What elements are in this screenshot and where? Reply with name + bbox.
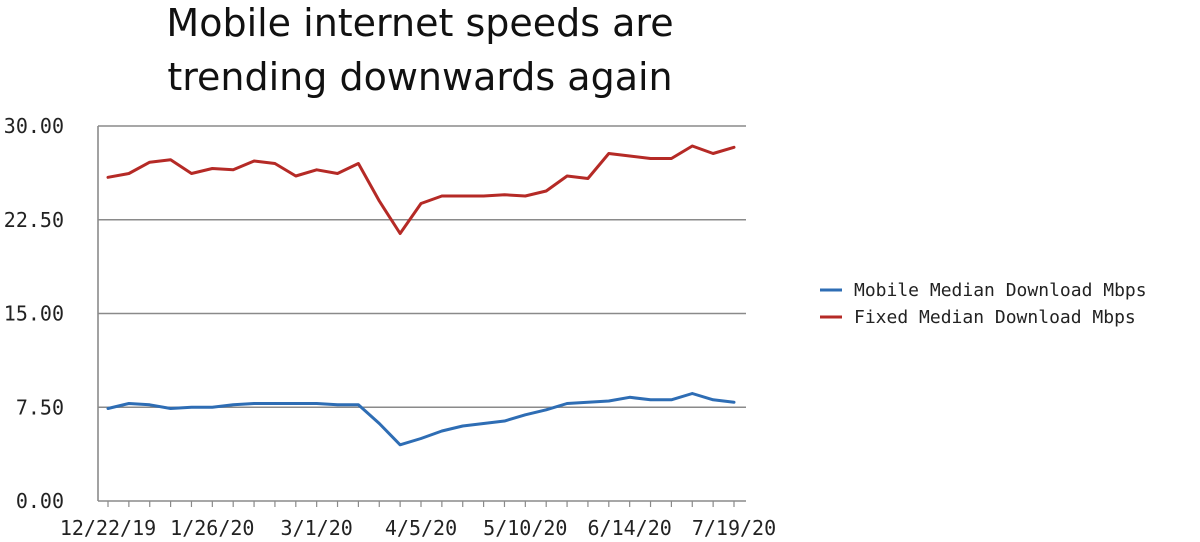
data-point: [398, 443, 402, 446]
y-tick-label: 22.50: [4, 208, 64, 232]
data-point: [670, 398, 673, 401]
series-lines: [106, 144, 736, 447]
data-point: [524, 194, 527, 198]
data-point: [232, 403, 235, 406]
data-point: [190, 172, 193, 175]
data-point: [148, 161, 151, 164]
data-point: [419, 437, 423, 440]
x-tick-label: 3/1/20: [281, 516, 353, 540]
y-axis-tick-labels: 0.00 7.50 15.00 22.50 30.00: [4, 114, 64, 513]
data-point: [378, 422, 381, 425]
legend-label: Mobile Median Download Mbps: [854, 280, 1147, 301]
data-point: [315, 402, 318, 405]
data-point: [732, 146, 736, 149]
data-point: [649, 157, 652, 160]
data-point: [357, 403, 360, 406]
legend: Mobile Median Download Mbps Fixed Median …: [820, 280, 1147, 328]
data-point: [106, 176, 110, 179]
data-point: [565, 402, 569, 405]
data-point: [461, 194, 464, 198]
data-point: [545, 408, 548, 411]
x-tick-label: 4/5/20: [385, 516, 457, 540]
x-axis-tick-labels: 12/22/19 1/26/20 3/1/20 4/5/20 5/10/20 6/14/2…: [60, 516, 776, 540]
data-point: [586, 401, 590, 404]
data-point: [106, 407, 110, 410]
data-point: [461, 424, 464, 428]
data-point: [586, 177, 590, 180]
data-point: [211, 167, 214, 170]
data-point: [232, 168, 235, 171]
data-point: [711, 152, 715, 155]
data-point: [565, 174, 569, 178]
data-point: [649, 398, 652, 401]
data-point: [190, 406, 193, 409]
data-point: [315, 168, 318, 171]
x-tick-label: 1/26/20: [170, 516, 254, 540]
data-point: [398, 232, 402, 235]
data-point: [294, 174, 297, 178]
data-point: [628, 154, 631, 158]
x-tick-label: 12/22/19: [60, 516, 156, 540]
y-tick-label: 30.00: [4, 114, 64, 138]
y-tick-label: 15.00: [4, 302, 64, 326]
data-point: [252, 402, 256, 405]
y-tick-label: 0.00: [16, 489, 64, 513]
chart-title-line-2: trending downwards again: [167, 55, 672, 99]
axes: [97, 126, 735, 507]
data-point: [273, 402, 277, 405]
data-point: [482, 422, 485, 425]
data-point: [711, 398, 715, 401]
data-point: [127, 402, 131, 405]
data-point: [211, 406, 214, 409]
data-point: [524, 413, 527, 416]
data-point: [691, 392, 694, 395]
data-point: [628, 396, 631, 399]
data-point: [545, 189, 548, 193]
x-tick-label: 6/14/20: [588, 516, 672, 540]
gridlines: [98, 125, 746, 502]
x-tick-label: 5/10/20: [483, 516, 567, 540]
y-tick-label: 7.50: [16, 395, 64, 419]
x-tick-label: 7/19/20: [692, 516, 776, 540]
data-point: [378, 199, 381, 203]
data-point: [169, 158, 172, 161]
data-point: [440, 429, 444, 433]
data-point: [273, 162, 277, 165]
data-point: [357, 162, 360, 165]
data-point: [691, 144, 694, 148]
series-line-mobile: [106, 392, 736, 447]
data-point: [732, 401, 736, 404]
data-point: [148, 403, 151, 406]
data-point: [419, 202, 423, 205]
data-point: [607, 152, 610, 155]
data-point: [294, 402, 297, 405]
data-point: [670, 157, 673, 160]
data-point: [607, 399, 610, 403]
data-point: [169, 407, 172, 410]
data-point: [252, 159, 256, 163]
data-point: [503, 419, 506, 423]
data-point: [336, 172, 339, 175]
chart-title-line-1: Mobile internet speeds are: [166, 1, 673, 45]
data-point: [482, 194, 485, 198]
data-point: [127, 172, 131, 175]
data-point: [336, 403, 339, 406]
data-point: [503, 193, 506, 196]
data-point: [440, 194, 444, 198]
legend-label: Fixed Median Download Mbps: [854, 307, 1136, 328]
